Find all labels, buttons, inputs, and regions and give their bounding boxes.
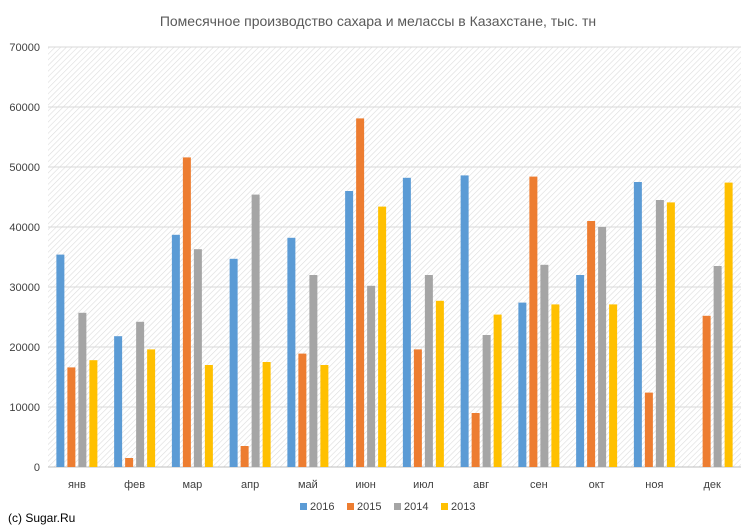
bar-2014-авг: [482, 335, 491, 467]
bar-2014-сен: [540, 264, 549, 467]
bar-2013-окт: [609, 304, 618, 467]
legend-label: 2015: [357, 501, 381, 513]
x-tick-label: ноя: [645, 479, 663, 491]
bar-2013-авг: [493, 314, 502, 467]
bar-2015-фев: [125, 458, 134, 467]
bar-2013-дек: [724, 182, 733, 467]
bar-2016-мар: [171, 234, 180, 467]
bar-2015-янв: [67, 367, 76, 467]
bar-2013-янв: [89, 360, 98, 467]
bar-2013-ноя: [666, 202, 675, 467]
bar-2016-авг: [460, 175, 469, 467]
legend: 2016 2015 2014 2013: [300, 501, 475, 513]
x-tick-label: май: [298, 479, 318, 491]
x-axis-ticks: янв фев мар апр май июн июл авг сен окт ноя дек: [68, 479, 721, 491]
bar-2016-ноя: [633, 182, 642, 467]
x-tick-label: июл: [413, 479, 434, 491]
bar-2014-июн: [367, 285, 376, 467]
y-tick-label: 40000: [9, 222, 40, 234]
x-tick-label: янв: [68, 479, 86, 491]
bar-2016-май: [287, 237, 296, 467]
x-tick-label: июн: [355, 479, 375, 491]
y-tick-label: 10000: [9, 402, 40, 414]
x-tick-label: сен: [530, 479, 548, 491]
bar-2014-ноя: [655, 200, 664, 467]
bar-2015-дек: [702, 315, 711, 467]
y-axis-ticks: 0 10000 20000 30000 40000 50000 60000 70000: [9, 42, 40, 474]
legend-label: 2014: [404, 501, 428, 513]
x-tick-label: авг: [473, 479, 489, 491]
bar-2014-окт: [598, 227, 607, 467]
bar-2016-сен: [518, 302, 527, 467]
bar-2014-дек: [713, 266, 722, 467]
gridlines: [48, 46, 741, 468]
y-tick-label: 50000: [9, 162, 40, 174]
bar-2016-июл: [402, 177, 411, 468]
bar-2016-июн: [345, 191, 354, 467]
bar-2014-июл: [424, 275, 433, 467]
bar-2015-ноя: [644, 392, 653, 467]
bar-2015-июл: [413, 349, 422, 467]
y-tick-label: 0: [34, 462, 40, 474]
bars: [56, 118, 733, 468]
x-tick-label: дек: [703, 479, 721, 491]
x-tick-label: окт: [589, 479, 605, 491]
bar-2014-фев: [136, 321, 145, 467]
bar-2013-июл: [435, 300, 444, 467]
legend-swatch: [300, 503, 307, 510]
bar-2016-апр: [229, 258, 238, 467]
bar-2013-июн: [378, 206, 387, 467]
chart-title: Помесячное производство сахара и мелассы…: [160, 13, 596, 29]
bar-2013-апр: [262, 362, 271, 467]
legend-swatch: [441, 503, 448, 510]
y-tick-label: 20000: [9, 342, 40, 354]
legend-label: 2013: [451, 501, 475, 513]
bar-2014-янв: [78, 312, 87, 467]
bar-2015-сен: [529, 176, 538, 467]
bar-2014-апр: [251, 194, 260, 467]
y-tick-label: 70000: [9, 42, 40, 54]
bar-2016-окт: [576, 275, 585, 467]
bar-2015-мар: [182, 157, 191, 467]
credit-label: (c) Sugar.Ru: [8, 511, 76, 525]
plot-area: [48, 47, 741, 467]
legend-label: 2016: [310, 501, 334, 513]
y-tick-label: 30000: [9, 282, 40, 294]
bar-2013-май: [320, 365, 329, 467]
bar-2015-апр: [240, 446, 249, 467]
bar-2014-мар: [193, 249, 202, 467]
bar-2013-мар: [204, 365, 213, 467]
bar-2015-окт: [587, 221, 596, 467]
bar-2015-авг: [471, 413, 480, 467]
x-tick-label: фев: [124, 479, 145, 491]
bar-2013-сен: [551, 304, 560, 467]
bar-2016-янв: [56, 254, 65, 467]
y-tick-label: 60000: [9, 102, 40, 114]
bar-2016-фев: [114, 336, 123, 467]
legend-swatch: [394, 503, 401, 510]
bar-2015-май: [298, 353, 307, 467]
bar-2013-фев: [147, 349, 156, 467]
x-tick-label: мар: [182, 479, 202, 491]
bar-2014-май: [309, 275, 318, 467]
x-tick-label: апр: [241, 479, 259, 491]
bar-2015-июн: [356, 118, 365, 468]
legend-swatch: [347, 503, 354, 510]
